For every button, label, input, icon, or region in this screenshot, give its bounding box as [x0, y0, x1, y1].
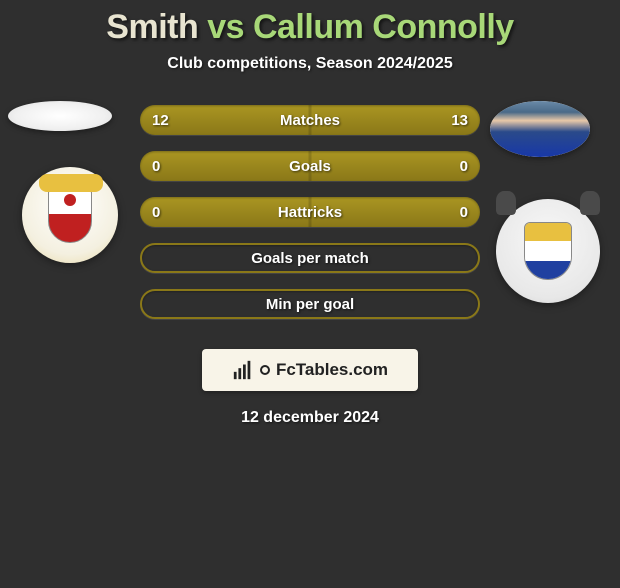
player2-avatar	[490, 101, 590, 157]
brand-box: FcTables.com	[202, 349, 418, 391]
stat-label: Goals per match	[251, 250, 369, 267]
player1-club-crest	[22, 167, 118, 263]
player2-club-crest	[496, 199, 600, 303]
stat-left-value: 12	[152, 112, 169, 129]
stat-label: Min per goal	[266, 296, 354, 313]
chart-icon	[232, 359, 254, 381]
stat-left-value: 0	[152, 204, 160, 221]
stat-row-goals-per-match: Goals per match	[140, 243, 480, 273]
subtitle: Club competitions, Season 2024/2025	[0, 55, 620, 73]
comparison-title: Smith vs Callum Connolly	[0, 8, 620, 47]
brand-text: FcTables.com	[276, 360, 388, 380]
stat-right-value: 13	[451, 112, 468, 129]
stat-left-value: 0	[152, 158, 160, 175]
stat-right-value: 0	[460, 158, 468, 175]
date: 12 december 2024	[0, 409, 620, 427]
stat-row-matches: 12 Matches 13	[140, 105, 480, 135]
player1-name: Smith	[106, 8, 198, 46]
stat-rows: 12 Matches 13 0 Goals 0 0 Hattricks 0 Go…	[140, 105, 480, 335]
stat-row-goals: 0 Goals 0	[140, 151, 480, 181]
stat-label: Matches	[280, 112, 340, 129]
player1-avatar	[8, 101, 112, 131]
stat-row-hattricks: 0 Hattricks 0	[140, 197, 480, 227]
player2-name: Callum Connolly	[253, 8, 514, 46]
stat-right-value: 0	[460, 204, 468, 221]
stat-label: Goals	[289, 158, 331, 175]
stat-row-min-per-goal: Min per goal	[140, 289, 480, 319]
vs-separator: vs	[207, 8, 244, 46]
stat-label: Hattricks	[278, 204, 342, 221]
stats-area: 12 Matches 13 0 Goals 0 0 Hattricks 0 Go…	[0, 105, 620, 345]
soccer-ball-icon	[260, 365, 270, 375]
